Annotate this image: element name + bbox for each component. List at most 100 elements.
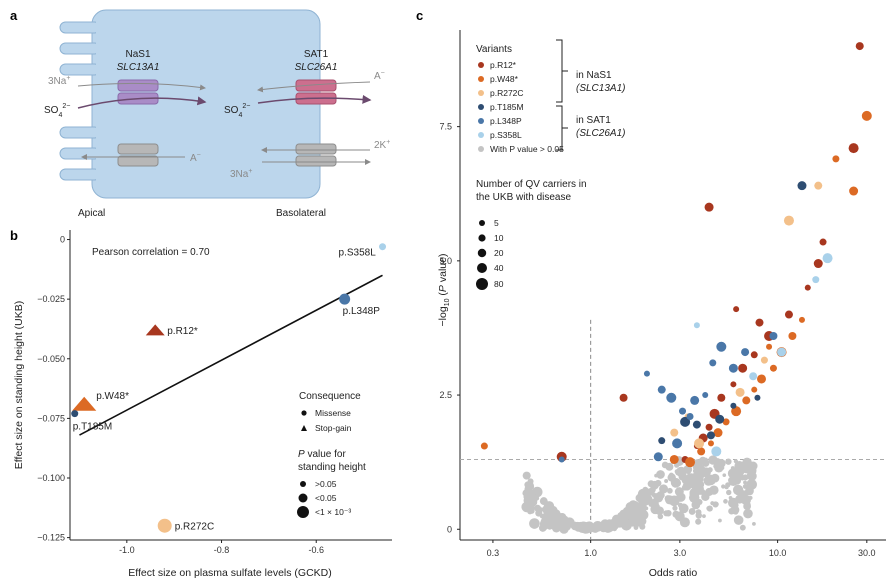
panel-b-point-label: p.W48*	[96, 391, 129, 402]
panel-b-ytick-label: −0.125	[37, 533, 65, 543]
variant-legend-dot	[478, 62, 484, 68]
panel-c-ns-point	[732, 484, 744, 496]
panel-c-ns-point	[746, 465, 757, 476]
variant-legend-dot	[478, 90, 484, 96]
panel-c-ns-point	[654, 506, 663, 514]
panel-c-point	[750, 351, 758, 359]
panel-c-point	[855, 42, 864, 51]
panel-c-point	[711, 446, 722, 457]
panel-b-point	[379, 243, 387, 251]
panel-c-ns-point	[743, 502, 751, 511]
panel-c-point	[760, 356, 768, 364]
panel-c-point	[679, 407, 687, 415]
panel-b-point-label: p.T185M	[73, 422, 112, 433]
panel-c-point	[728, 363, 738, 373]
panel-c-point	[822, 253, 833, 264]
legend-p1: >0.05	[315, 479, 337, 489]
panel-c-point	[849, 186, 859, 196]
variant-legend-dot	[478, 118, 484, 124]
panel-c-ns-point	[695, 509, 702, 516]
nas1-gene: SLC13A1	[117, 62, 160, 73]
panel-c-point	[657, 385, 666, 394]
panel-c-point	[788, 332, 797, 340]
panel-c-ns-point	[678, 503, 689, 514]
panel-c-xtick-label: 3.0	[674, 548, 687, 558]
panel-b: b -1.0 -0.8 -0.6 0 −0.025 −0.050 −0.075 −0.100 −…	[10, 228, 392, 579]
bracket-sat1-gene: (SLC26A1)	[576, 128, 625, 139]
panel-c-ns-point	[653, 499, 659, 505]
panel-c-ns-point	[640, 491, 645, 496]
panel-c-ns-point	[707, 467, 713, 473]
panel-c-ns-point	[724, 485, 729, 490]
panel-b-ytick-label: −0.100	[37, 473, 65, 483]
panel-c-point	[733, 306, 740, 313]
panel-c-point	[672, 438, 683, 449]
panel-c-point	[666, 392, 677, 403]
panel-c-ns-point	[630, 501, 641, 511]
panel-c-point	[619, 393, 628, 402]
panel-b-point	[145, 324, 165, 336]
panel-c-ns-point	[733, 465, 745, 477]
panel-c-ns-point	[670, 477, 681, 488]
variant-legend-label: p.W48*	[490, 74, 519, 84]
pearson-annotation: Pearson correlation = 0.70	[92, 247, 210, 258]
panel-c-point	[742, 396, 751, 405]
panel-c-point	[713, 428, 723, 438]
panel-c-point	[702, 392, 709, 399]
panel-c-point	[783, 215, 794, 226]
panel-c-point	[706, 431, 715, 440]
variant-legend-dot	[478, 76, 484, 82]
panel-c-ns-point	[677, 460, 683, 465]
panel-c-point	[766, 343, 773, 350]
consequence-legend: Consequence Missense Stop-gain	[299, 391, 361, 433]
panel-c-point	[832, 155, 840, 163]
variant-legend-label: p.R12*	[490, 60, 517, 70]
panel-c-ns-point	[574, 524, 580, 530]
panel-c-point	[814, 181, 823, 190]
panel-c-ns-point	[622, 514, 630, 522]
panel-b-point	[157, 518, 172, 533]
panel-c-point	[690, 395, 700, 405]
panel-c-ns-point	[528, 483, 535, 490]
panel-c-point	[848, 143, 859, 154]
panel-c-ns-point	[725, 458, 732, 465]
panel-c-ns-point	[541, 497, 547, 504]
pvalue-legend-title-2: standing height	[298, 462, 366, 473]
panel-c-point	[709, 359, 717, 367]
apical-exchanger	[117, 143, 159, 167]
ion-so4-apical: SO42−	[44, 103, 70, 119]
panel-c-ns-point	[654, 479, 662, 487]
panel-b-xtick-label: -1.0	[119, 545, 135, 555]
panel-a-letter: a	[10, 8, 18, 23]
basolateral-pump	[295, 143, 337, 167]
panel-c-ns-point	[702, 514, 706, 519]
panel-b-xtick-label: -0.8	[214, 545, 230, 555]
variant-legend-dot	[478, 132, 484, 138]
panel-c-ns-point	[656, 470, 665, 479]
panel-c-point	[769, 332, 778, 340]
panel-c-ns-point	[730, 466, 735, 471]
panel-c-ns-point	[698, 475, 704, 481]
bracket-sat1: in SAT1	[576, 115, 611, 126]
panel-c-ns-point	[722, 473, 727, 477]
pvalue-legend: P value for standing height >0.05 <0.05 …	[297, 449, 366, 518]
panel-c-ns-point	[539, 518, 550, 529]
panel-b-ytick-label: −0.050	[37, 354, 65, 364]
panel-c-point	[694, 438, 705, 449]
variant-legend-label: p.L348P	[490, 116, 522, 126]
variant-legend-label: With P value > 0.05	[490, 144, 564, 154]
panel-b-point	[72, 396, 97, 411]
panel-c-ns-point	[681, 484, 688, 491]
panel-c-ns-point	[557, 521, 563, 527]
panel-b-xtick-label: -0.6	[308, 545, 324, 555]
panel-c-ns-point	[718, 518, 722, 523]
panel-c-ns-point	[745, 486, 754, 496]
panel-c-point	[735, 387, 745, 397]
panel-c-point	[751, 386, 758, 393]
variant-legend-dot	[478, 104, 484, 110]
panel-c-ns-point	[708, 455, 718, 465]
variants-legend-title: Variants	[476, 44, 512, 55]
panel-c-ns-point	[688, 507, 696, 515]
panel-c-point	[716, 341, 727, 352]
panel-c-point	[717, 393, 726, 402]
